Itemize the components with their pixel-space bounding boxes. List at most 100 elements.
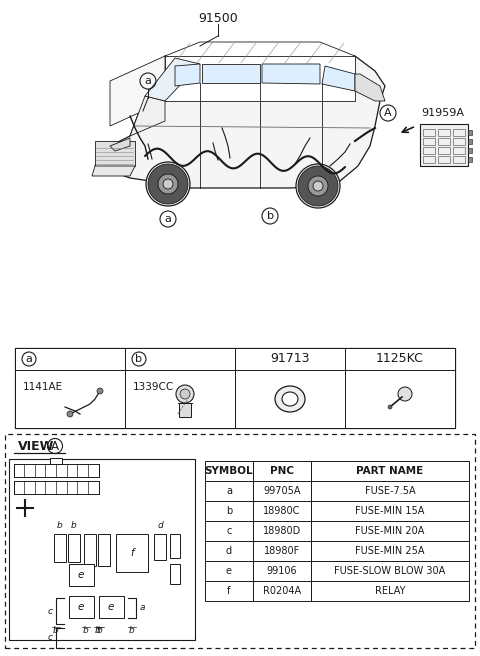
Bar [15, 348, 125, 370]
Text: 18980F: 18980F [264, 546, 300, 556]
Bar [99, 596, 124, 618]
Bar [311, 461, 469, 481]
Bar [15, 348, 455, 428]
Bar [311, 521, 469, 541]
Text: FUSE-MIN 20A: FUSE-MIN 20A [355, 526, 425, 536]
Polygon shape [165, 42, 355, 76]
Polygon shape [110, 138, 130, 151]
Text: c: c [48, 607, 53, 617]
Bar [154, 534, 166, 560]
Bar [50, 458, 62, 464]
Bar [205, 501, 253, 521]
Text: c: c [48, 634, 53, 642]
Bar [125, 370, 235, 428]
Text: 1339CC: 1339CC [133, 382, 174, 392]
Polygon shape [322, 66, 355, 91]
Ellipse shape [282, 392, 298, 406]
Bar [125, 348, 235, 370]
Text: 99705A: 99705A [263, 486, 301, 496]
Circle shape [398, 387, 412, 401]
Text: PNC: PNC [270, 466, 294, 476]
Bar [468, 130, 472, 135]
Bar [68, 534, 80, 562]
Bar [468, 148, 472, 153]
Bar [170, 534, 180, 558]
Bar [69, 564, 94, 586]
Bar [179, 403, 191, 417]
Bar [116, 534, 148, 572]
Text: a: a [144, 76, 151, 86]
Bar [205, 541, 253, 561]
Polygon shape [92, 166, 135, 176]
Bar [54, 534, 66, 562]
Circle shape [308, 176, 328, 196]
Text: f: f [228, 586, 231, 596]
Circle shape [296, 164, 340, 208]
Bar [438, 138, 450, 145]
Text: FUSE-7.5A: FUSE-7.5A [365, 486, 415, 496]
Polygon shape [130, 96, 165, 136]
Circle shape [67, 411, 73, 417]
Text: A: A [51, 440, 59, 453]
Text: a: a [165, 214, 171, 224]
Bar [453, 138, 465, 145]
Bar [253, 481, 311, 501]
Bar [438, 156, 450, 163]
Text: b: b [57, 521, 63, 530]
Bar [14, 464, 99, 477]
Text: 91500: 91500 [198, 12, 238, 24]
Polygon shape [355, 74, 385, 101]
Bar [205, 581, 253, 601]
Bar [205, 561, 253, 581]
Ellipse shape [275, 386, 305, 412]
Text: b: b [266, 211, 274, 221]
Text: FUSE-MIN 15A: FUSE-MIN 15A [355, 506, 425, 516]
Text: 99106: 99106 [267, 566, 297, 576]
Polygon shape [110, 56, 165, 126]
Bar [205, 481, 253, 501]
Bar [253, 561, 311, 581]
Text: FUSE-MIN 25A: FUSE-MIN 25A [355, 546, 425, 556]
Bar [438, 147, 450, 154]
Text: e: e [108, 602, 114, 612]
Bar [423, 129, 435, 136]
Bar [84, 534, 96, 566]
Text: FUSE-SLOW BLOW 30A: FUSE-SLOW BLOW 30A [335, 566, 445, 576]
Text: b: b [71, 521, 77, 530]
Bar [423, 147, 435, 154]
Bar [253, 541, 311, 561]
Circle shape [146, 162, 190, 206]
Text: 18980C: 18980C [264, 506, 300, 516]
Text: d: d [157, 521, 163, 530]
Bar [423, 138, 435, 145]
Bar [453, 147, 465, 154]
Polygon shape [145, 58, 200, 101]
Text: a: a [140, 602, 145, 611]
Bar [468, 139, 472, 144]
Text: a: a [25, 354, 33, 364]
Text: b: b [226, 506, 232, 516]
Text: b: b [97, 626, 103, 635]
Bar [14, 481, 99, 494]
Bar [15, 370, 125, 428]
Circle shape [163, 179, 173, 189]
Text: 1125KC: 1125KC [376, 352, 424, 365]
Bar [453, 156, 465, 163]
Bar [311, 481, 469, 501]
Bar [438, 129, 450, 136]
Text: A: A [384, 108, 392, 118]
Circle shape [180, 389, 190, 399]
Bar [423, 156, 435, 163]
Polygon shape [262, 64, 320, 84]
Text: 91959A: 91959A [421, 108, 464, 118]
Text: 18980D: 18980D [263, 526, 301, 536]
Bar [205, 521, 253, 541]
Text: b: b [83, 626, 89, 635]
Bar [9, 459, 195, 640]
Text: PART NAME: PART NAME [356, 466, 424, 476]
Bar [253, 581, 311, 601]
Text: VIEW: VIEW [18, 440, 54, 453]
Text: R0204A: R0204A [263, 586, 301, 596]
Bar [98, 534, 110, 566]
Circle shape [298, 166, 338, 206]
